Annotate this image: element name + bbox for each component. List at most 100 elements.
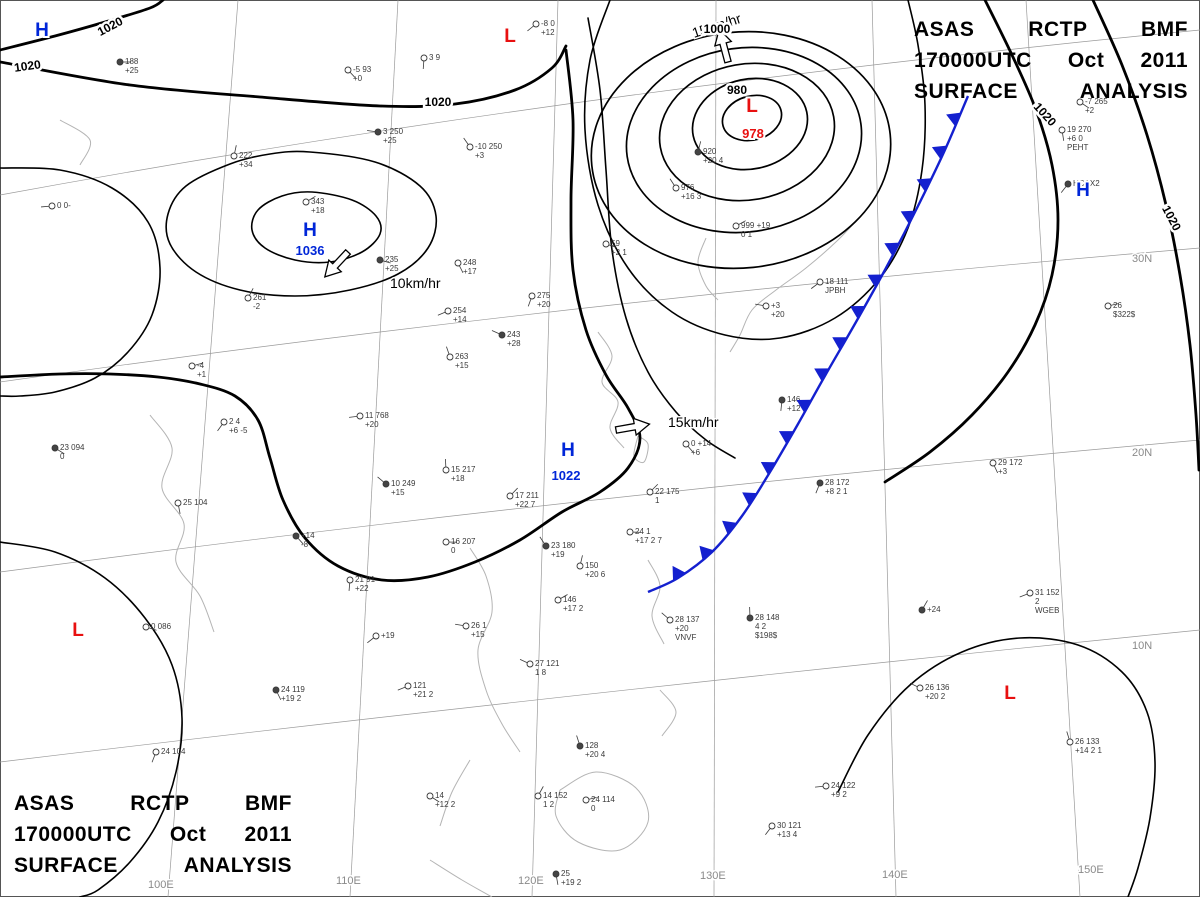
station-value: +15 [455, 361, 469, 370]
center-pressure-value: 978 [742, 126, 764, 141]
station-value: +2 [1085, 106, 1095, 115]
station-value: 0 1 [741, 230, 753, 239]
station-value: 17 211 [515, 491, 539, 500]
station-circle [374, 128, 382, 136]
station-circle [462, 622, 470, 630]
station-value: 263 [455, 352, 469, 361]
coastline [659, 689, 677, 737]
station-plot: 248+17 [454, 258, 477, 276]
station-plot: 235+25 [376, 255, 399, 273]
station-value: 15 217 [451, 465, 476, 474]
station-plot: -10 250+3 [463, 137, 503, 160]
isobar-ring [590, 30, 892, 270]
station-value: +12 [541, 28, 555, 37]
station-circle [1104, 302, 1112, 310]
station-value: 24 122 [831, 781, 856, 790]
station-value: 0 [451, 546, 456, 555]
coastline [633, 435, 649, 464]
station-value: +16 3 [681, 192, 702, 201]
station-value: 3 250 [383, 127, 404, 136]
cold-front-triangle [884, 242, 900, 256]
station-circle [498, 331, 506, 339]
station-value: +25 [385, 264, 399, 273]
station-value: +13 4 [777, 830, 798, 839]
station-value: 0 [591, 804, 596, 813]
title-block-bottom-left: ASAS RCTP BMF 170000UTC Oct 2011 SURFACE… [14, 788, 292, 881]
isobar [250, 191, 382, 264]
isobar [587, 17, 736, 459]
station-value: 18 111 [825, 277, 849, 286]
station-circle [244, 294, 252, 302]
isobar-value-label: 1020 [13, 57, 42, 75]
station-value: +20 [771, 310, 785, 319]
station-circle [466, 143, 474, 151]
station-plot: 150+20 6 [576, 555, 606, 579]
station-circle [356, 412, 364, 420]
station-value: +14 [453, 315, 467, 324]
low-center-symbol: L [1004, 683, 1016, 704]
station-plot: 254+14 [437, 306, 467, 324]
station-plot: 920+20 4 [694, 141, 724, 165]
station-value: +6 0 [1067, 134, 1083, 143]
longitude-line [713, 0, 717, 897]
station-value: +20 4 [585, 750, 606, 759]
station-plot: 17 211+22 7 [506, 487, 539, 509]
station-value: 30 121 [777, 821, 802, 830]
station-circle [442, 538, 450, 546]
station-circle [1026, 589, 1034, 597]
cold-front-triangle [931, 145, 947, 160]
station-plot: 261-2 [244, 288, 267, 311]
station-value: +9 2 [831, 790, 847, 799]
station-value: 22 175 [655, 487, 680, 496]
movement-arrow-icon [614, 417, 651, 437]
station-value: 26 136 [925, 683, 950, 692]
station-plot: 29 172+3 [989, 458, 1023, 476]
station-circle [174, 499, 182, 507]
station-plot: 128+20 4 [576, 735, 606, 759]
center-pressure-value: 1022 [552, 468, 581, 483]
station-circle [822, 782, 830, 790]
station-value: +8 2 1 [825, 487, 848, 496]
station-plot: 3 9 [420, 53, 441, 70]
station-value: 0 0- [57, 201, 71, 210]
longitude-label: 140E [882, 869, 908, 881]
station-plot: HCAX2 [1060, 179, 1100, 193]
cold-front-triangle [722, 520, 737, 535]
station-value: 4 2 [755, 622, 767, 631]
station-plot: 2 4+6 -5 [217, 417, 248, 435]
cold-front-triangle [814, 368, 830, 382]
station-value: 0 086 [151, 622, 172, 631]
longitude-label: 150E [1078, 864, 1104, 876]
isobar [0, 0, 165, 52]
station-circle [454, 259, 462, 267]
station-plot: 146+17 2 [554, 594, 584, 613]
station-circle [554, 596, 562, 604]
station-value: 19 270 [1067, 125, 1092, 134]
station-value: +25 [383, 136, 397, 145]
longitude-label: 110E [336, 875, 361, 887]
longitude-label: 100E [148, 879, 174, 891]
station-value: 26 133 [1075, 737, 1100, 746]
station-value: -8 0 [541, 19, 555, 28]
station-value: +19 2 [561, 878, 582, 887]
movement-arrow-icon [323, 248, 352, 278]
station-value: +17 [463, 267, 477, 276]
station-circle [116, 58, 124, 66]
station-plot: 275+20 [527, 291, 551, 309]
isobar [0, 44, 568, 108]
station-plots: 188+25 -5 93+03 9-8 0+123 250+25-10 250+3… [41, 19, 1136, 887]
station-value: +25 [125, 66, 139, 75]
station-value: +20 6 [585, 570, 606, 579]
station-value: 14 [435, 791, 444, 800]
station-circle [582, 796, 590, 804]
station-value: -4 [197, 361, 205, 370]
coastline [554, 771, 650, 852]
station-value: +19 [381, 631, 395, 640]
cold-front-triangle [742, 492, 758, 506]
